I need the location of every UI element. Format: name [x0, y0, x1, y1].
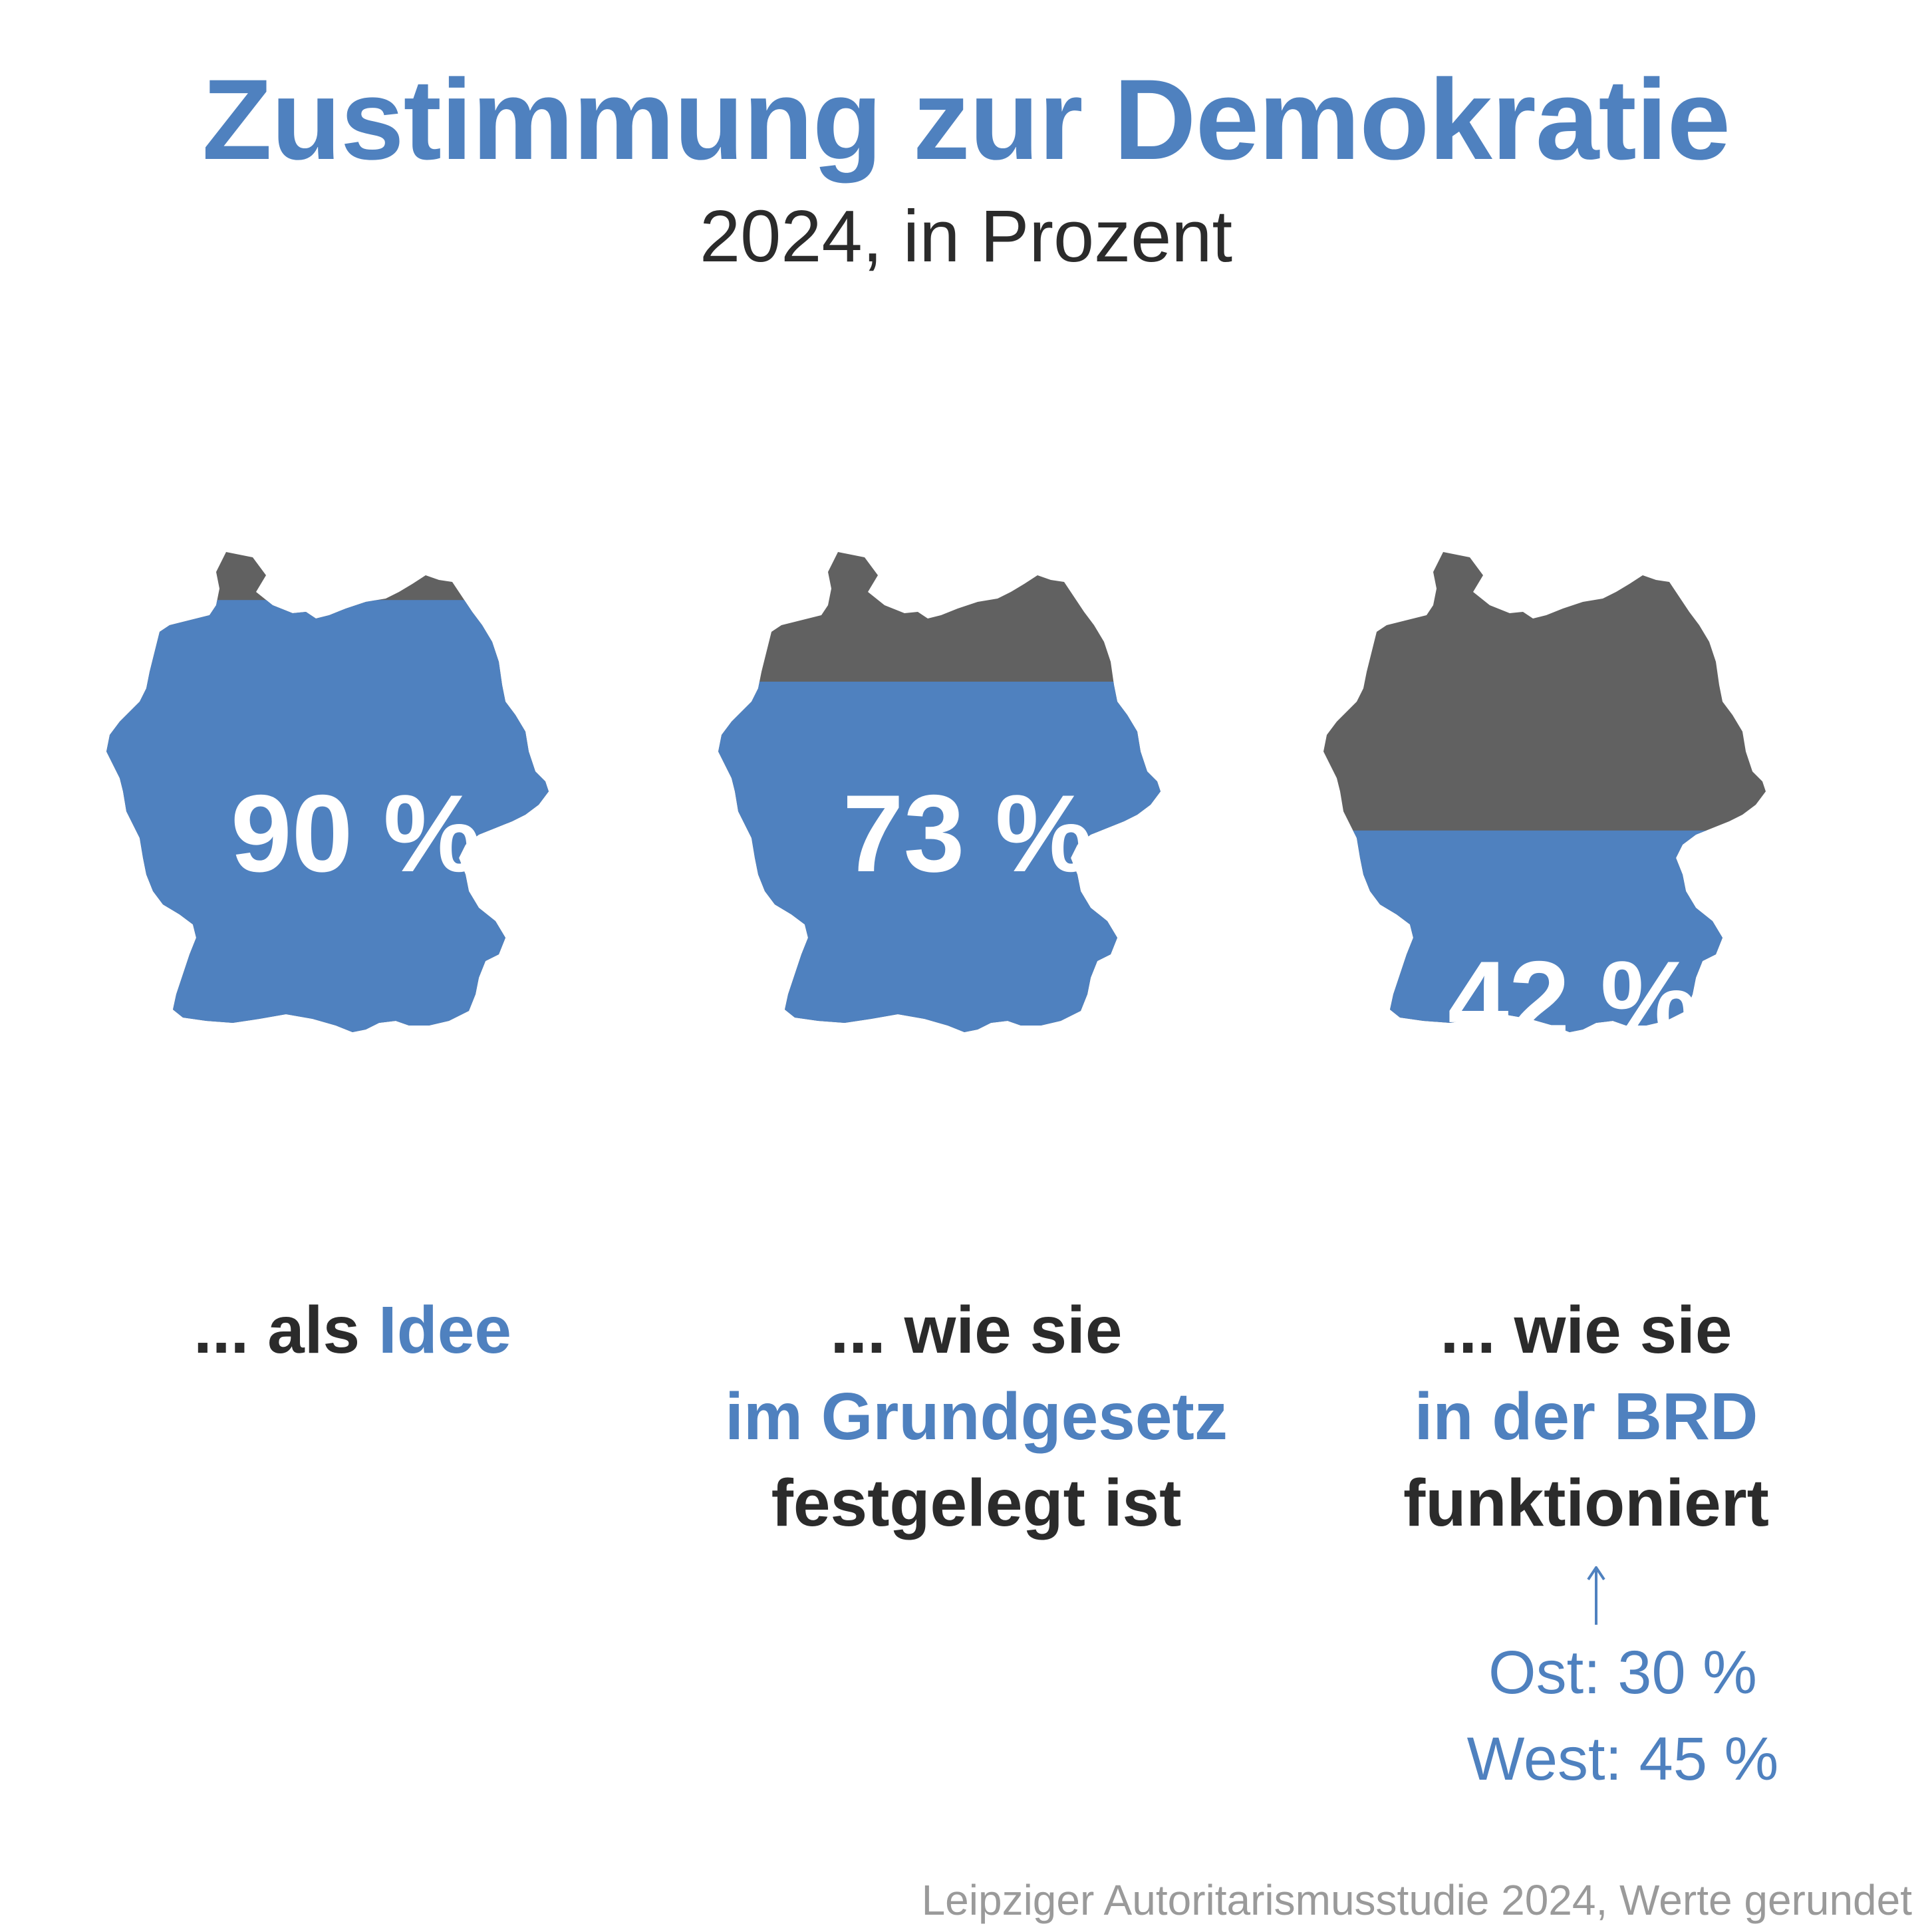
caption-text: festgelegt ist	[771, 1466, 1182, 1540]
value-label: 73 %	[843, 772, 1093, 895]
caption-line: festgelegt ist	[677, 1460, 1276, 1546]
caption-brd-functioning: ... wie sie in der BRD funktioniert	[1287, 1287, 1885, 1546]
caption-line: im Grundgesetz	[677, 1373, 1276, 1460]
source-note: Leipziger Autoritarismusstudie 2024, Wer…	[921, 1876, 1912, 1924]
arrow-up-icon	[1587, 1566, 1605, 1625]
caption-line: ... wie sie	[677, 1287, 1276, 1373]
caption-text: ... als	[193, 1293, 378, 1367]
breakdown-east: Ost: 30 %	[1488, 1639, 1757, 1707]
caption-text: ... wie sie	[1440, 1293, 1732, 1367]
value-label: 42 %	[1448, 938, 1698, 1061]
caption-line: ... wie sie	[1287, 1287, 1885, 1373]
caption-highlight: Idee	[378, 1293, 512, 1367]
caption-highlight: im Grundgesetz	[725, 1379, 1228, 1454]
caption-line: ... als Idee	[53, 1287, 652, 1373]
east-west-breakdown: Ost: 30 % West: 45 %	[1423, 1629, 1822, 1802]
chart-title: Zustimmung zur Demokratie	[202, 56, 1730, 184]
caption-text: ... wie sie	[830, 1293, 1123, 1367]
chart-subtitle: 2024, in Prozent	[699, 196, 1233, 277]
caption-basic-law: ... wie sie im Grundgesetz festgelegt ist	[677, 1287, 1276, 1546]
caption-text: funktioniert	[1403, 1466, 1769, 1540]
caption-line: in der BRD	[1287, 1373, 1885, 1460]
caption-idea: ... als Idee	[53, 1287, 652, 1373]
caption-highlight: in der BRD	[1414, 1379, 1758, 1454]
breakdown-west: West: 45 %	[1466, 1725, 1779, 1793]
value-label: 90 %	[231, 772, 481, 895]
caption-line: funktioniert	[1287, 1460, 1885, 1546]
